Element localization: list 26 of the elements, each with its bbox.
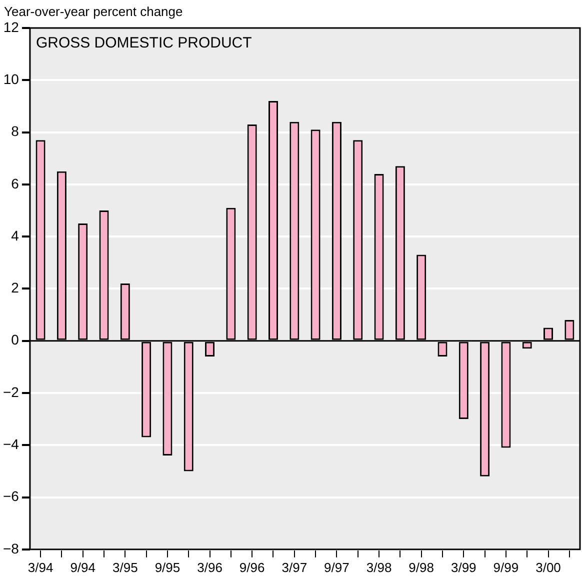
x-tick-label: 3/99 xyxy=(450,560,476,575)
y-tick-label: 8 xyxy=(11,123,20,140)
y-tick-label: 0 xyxy=(11,332,20,348)
x-tick-label: 3/00 xyxy=(536,560,561,575)
x-tick-label: 9/97 xyxy=(324,560,350,575)
x-tick-label: 9/96 xyxy=(239,560,265,575)
y-axis-title: Year-over-year percent change xyxy=(4,4,183,20)
x-tick-label: 3/94 xyxy=(28,560,54,575)
y-tick-label: −8 xyxy=(2,540,20,556)
x-tick-label: 3/98 xyxy=(366,560,392,575)
x-tick-label: 3/95 xyxy=(112,560,138,575)
y-tick-label: −2 xyxy=(2,384,20,400)
y-tick-label: 6 xyxy=(11,175,20,192)
y-tick-label: −4 xyxy=(2,436,20,452)
x-tick-label: 9/98 xyxy=(408,560,434,575)
y-tick-label: 12 xyxy=(3,18,20,35)
x-tick-label: 9/94 xyxy=(70,560,96,575)
x-tick-label: 3/96 xyxy=(197,560,222,575)
y-tick-label: 10 xyxy=(3,71,20,87)
y-tick-label: 2 xyxy=(11,280,20,296)
text: GROSS DOMESTIC PRODUCT xyxy=(36,34,252,52)
y-tick-label: −6 xyxy=(2,488,20,504)
x-tick-label: 3/97 xyxy=(282,560,308,575)
x-tick-label: 9/95 xyxy=(154,560,180,575)
y-tick-label: 4 xyxy=(11,227,20,244)
x-tick-label: 9/99 xyxy=(493,560,519,575)
